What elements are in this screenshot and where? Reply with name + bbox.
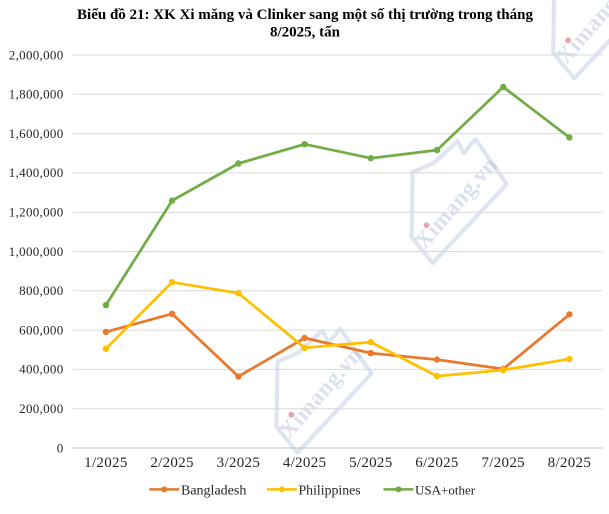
svg-text:2/2025: 2/2025 bbox=[150, 455, 193, 471]
svg-text:2,000,000: 2,000,000 bbox=[9, 47, 64, 62]
svg-text:600,000: 600,000 bbox=[19, 322, 63, 337]
svg-text:Philippines: Philippines bbox=[299, 482, 361, 497]
svg-text:4/2025: 4/2025 bbox=[283, 455, 326, 471]
svg-text:3/2025: 3/2025 bbox=[217, 455, 260, 471]
svg-text:1,400,000: 1,400,000 bbox=[9, 165, 64, 180]
svg-text:Bangladesh: Bangladesh bbox=[181, 483, 246, 498]
svg-text:800,000: 800,000 bbox=[19, 283, 63, 298]
svg-text:1,800,000: 1,800,000 bbox=[9, 87, 64, 102]
svg-text:8/2025, tấn: 8/2025, tấn bbox=[270, 25, 341, 41]
svg-text:0: 0 bbox=[57, 440, 64, 455]
svg-text:1/2025: 1/2025 bbox=[84, 455, 127, 471]
svg-text:USA+other: USA+other bbox=[415, 482, 476, 497]
svg-text:Biểu đồ 21: XK Xi măng và Clin: Biểu đồ 21: XK Xi măng và Clinker sang m… bbox=[77, 7, 533, 23]
svg-text:7/2025: 7/2025 bbox=[481, 455, 524, 471]
svg-text:200,000: 200,000 bbox=[19, 401, 63, 416]
svg-text:1,000,000: 1,000,000 bbox=[9, 244, 64, 259]
svg-text:6/2025: 6/2025 bbox=[415, 455, 458, 471]
svg-text:1,200,000: 1,200,000 bbox=[9, 205, 64, 220]
svg-text:5/2025: 5/2025 bbox=[349, 455, 392, 471]
svg-text:8/2025: 8/2025 bbox=[548, 455, 591, 471]
svg-text:400,000: 400,000 bbox=[19, 362, 63, 377]
svg-text:1,600,000: 1,600,000 bbox=[9, 126, 64, 141]
